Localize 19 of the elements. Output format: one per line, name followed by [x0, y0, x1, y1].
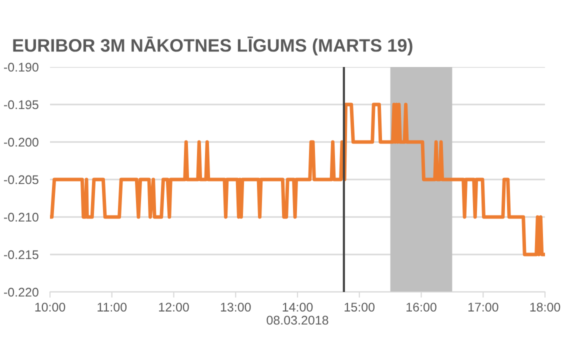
- x-tick-label: 13:00: [220, 302, 251, 312]
- line-series: [50, 102, 545, 256]
- x-tick-label: 14:00: [282, 302, 313, 312]
- x-axis-title: 08.03.2018: [266, 316, 328, 325]
- x-tick-label: 10:00: [35, 302, 66, 312]
- x-tick-label: 16:00: [406, 302, 436, 312]
- y-tick-label: -0.200: [4, 138, 38, 147]
- y-tick-label: -0.215: [4, 250, 38, 260]
- x-tick-label: 17:00: [468, 302, 498, 312]
- x-tick-label: 15:00: [344, 302, 375, 312]
- y-tick-label: -0.210: [4, 212, 38, 222]
- y-tick-label: -0.220: [4, 288, 38, 297]
- x-tick-label: 12:00: [159, 302, 189, 312]
- y-tick-label: -0.195: [4, 100, 38, 110]
- chart-title: EURIBOR 3M NĀKOTNES LĪGUMS (MARTS 19): [13, 36, 412, 56]
- x-tick-label: 18:00: [530, 302, 560, 312]
- y-tick-label: -0.190: [4, 62, 38, 72]
- x-tick-label: 11:00: [98, 302, 127, 312]
- y-tick-label: -0.205: [4, 175, 38, 184]
